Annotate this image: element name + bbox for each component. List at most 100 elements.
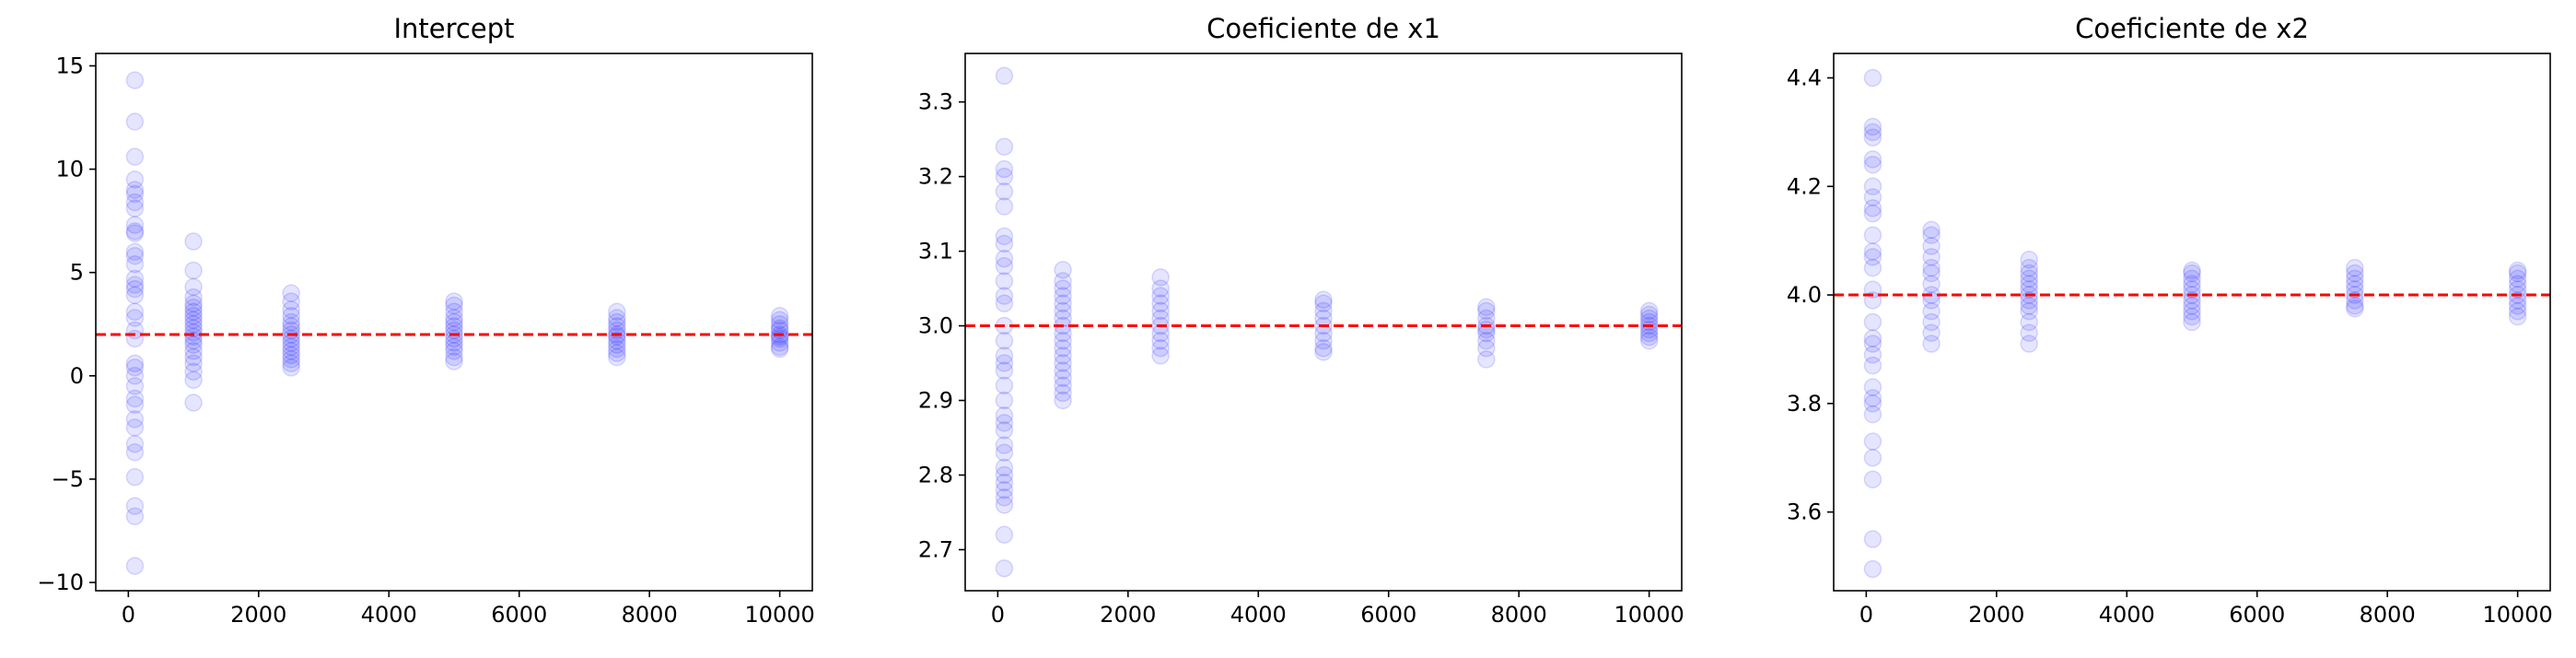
data-point — [282, 307, 300, 325]
data-point — [1639, 331, 1659, 350]
data-point — [1863, 68, 1882, 88]
data-point — [282, 354, 300, 373]
data-point — [995, 525, 1014, 545]
y-tick-label: 2.9 — [918, 388, 953, 414]
data-point — [1054, 354, 1072, 372]
x-tick-label: 10000 — [2482, 602, 2552, 628]
data-point — [1863, 346, 1882, 364]
data-point — [1639, 305, 1659, 324]
data-point — [1054, 287, 1072, 305]
data-point — [1863, 248, 1882, 266]
data-point — [995, 257, 1014, 276]
data-point — [995, 272, 1014, 290]
y-tick-label: 3.2 — [918, 164, 953, 190]
data-point — [995, 414, 1014, 432]
data-point — [995, 443, 1014, 462]
data-point — [125, 435, 145, 453]
data-point — [995, 137, 1014, 156]
scatter-series — [995, 66, 1659, 578]
y-tick-label: 3.0 — [918, 313, 953, 339]
data-point — [1151, 294, 1170, 313]
y-tick-label: 3.8 — [1787, 391, 1822, 417]
data-point — [282, 312, 300, 332]
data-point — [125, 395, 145, 414]
data-point — [184, 347, 203, 367]
data-point — [2508, 261, 2527, 280]
data-point — [2183, 312, 2201, 332]
data-point — [1863, 378, 1882, 396]
data-point — [2183, 307, 2201, 326]
data-point — [184, 394, 203, 412]
data-point — [125, 181, 145, 199]
data-point — [1922, 220, 1941, 240]
data-point — [184, 232, 203, 251]
x-tick-label: 10000 — [744, 602, 814, 628]
data-point — [1151, 331, 1170, 350]
data-point — [125, 410, 145, 429]
data-point — [1922, 248, 1941, 266]
data-point — [608, 344, 626, 362]
data-point — [184, 299, 203, 317]
data-point — [1863, 312, 1882, 332]
x-tick-label: 0 — [1859, 602, 1873, 628]
data-point — [184, 362, 203, 382]
data-point — [1054, 272, 1072, 290]
data-point — [125, 309, 145, 327]
data-point — [445, 296, 463, 315]
data-point — [1314, 343, 1333, 361]
data-point — [770, 307, 789, 325]
y-tick-label: 2.7 — [918, 536, 953, 562]
data-point — [995, 473, 1014, 492]
data-point — [995, 249, 1014, 268]
data-point — [770, 314, 789, 334]
x-tick-label: 2000 — [230, 602, 286, 628]
chart-title: Coeficiente de x2 — [2075, 13, 2309, 44]
data-point — [125, 286, 145, 305]
data-point — [1863, 356, 1882, 375]
data-point — [2020, 258, 2038, 277]
x-tick-label: 0 — [991, 602, 1005, 628]
data-point — [995, 361, 1014, 380]
data-point — [2346, 264, 2364, 283]
data-point — [1314, 301, 1333, 321]
data-point — [125, 254, 145, 274]
x-tick-label: 8000 — [1491, 602, 1547, 628]
data-point — [1863, 329, 1882, 347]
data-point — [995, 354, 1014, 372]
data-point — [184, 261, 203, 280]
data-point — [282, 346, 300, 365]
data-point — [445, 342, 463, 360]
data-point — [608, 331, 626, 350]
data-point — [2346, 258, 2364, 277]
data-point — [1054, 376, 1072, 395]
data-point — [184, 354, 203, 373]
data-point — [995, 197, 1014, 216]
data-point — [282, 342, 300, 360]
data-point — [125, 184, 145, 204]
data-point — [1922, 275, 1941, 294]
data-point — [282, 300, 300, 319]
data-point — [995, 465, 1014, 485]
data-point — [608, 339, 626, 358]
data-point — [184, 294, 203, 313]
data-point — [2346, 297, 2364, 315]
data-point — [1863, 470, 1882, 489]
data-point — [2508, 275, 2527, 294]
data-point — [125, 216, 145, 234]
data-point — [125, 147, 145, 166]
data-point — [1054, 331, 1072, 350]
data-point — [1922, 237, 1941, 255]
subplot-3: 0 2000 4000 6000 8000 10000 3.6 3.8 4.0 4.2 4.4 Coe… — [1787, 13, 2553, 628]
data-point — [2020, 297, 2038, 315]
data-point — [1863, 394, 1882, 413]
data-point — [184, 335, 203, 354]
data-point — [125, 224, 145, 242]
data-point — [995, 391, 1014, 410]
data-point — [1863, 432, 1882, 451]
y-tick-label: −5 — [52, 466, 84, 492]
data-point — [770, 337, 789, 357]
data-point — [125, 507, 145, 526]
data-point — [125, 354, 145, 373]
data-point — [184, 277, 203, 297]
data-point — [2508, 297, 2527, 315]
